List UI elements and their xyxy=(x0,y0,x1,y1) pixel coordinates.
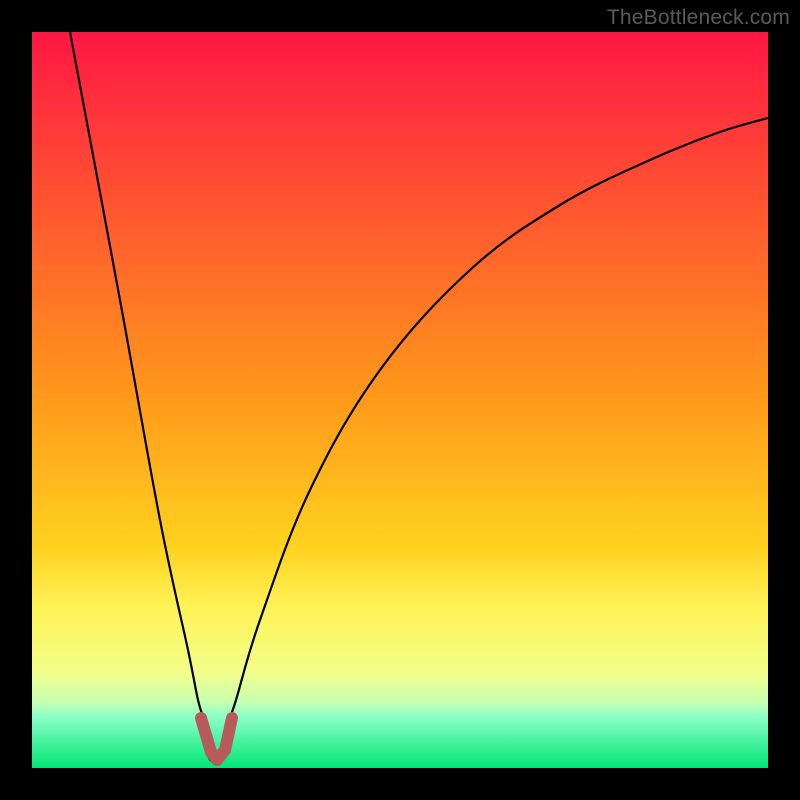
watermark-text: TheBottleneck.com xyxy=(607,6,790,30)
plot-area xyxy=(32,32,768,768)
canvas: TheBottleneck.com xyxy=(0,0,800,800)
